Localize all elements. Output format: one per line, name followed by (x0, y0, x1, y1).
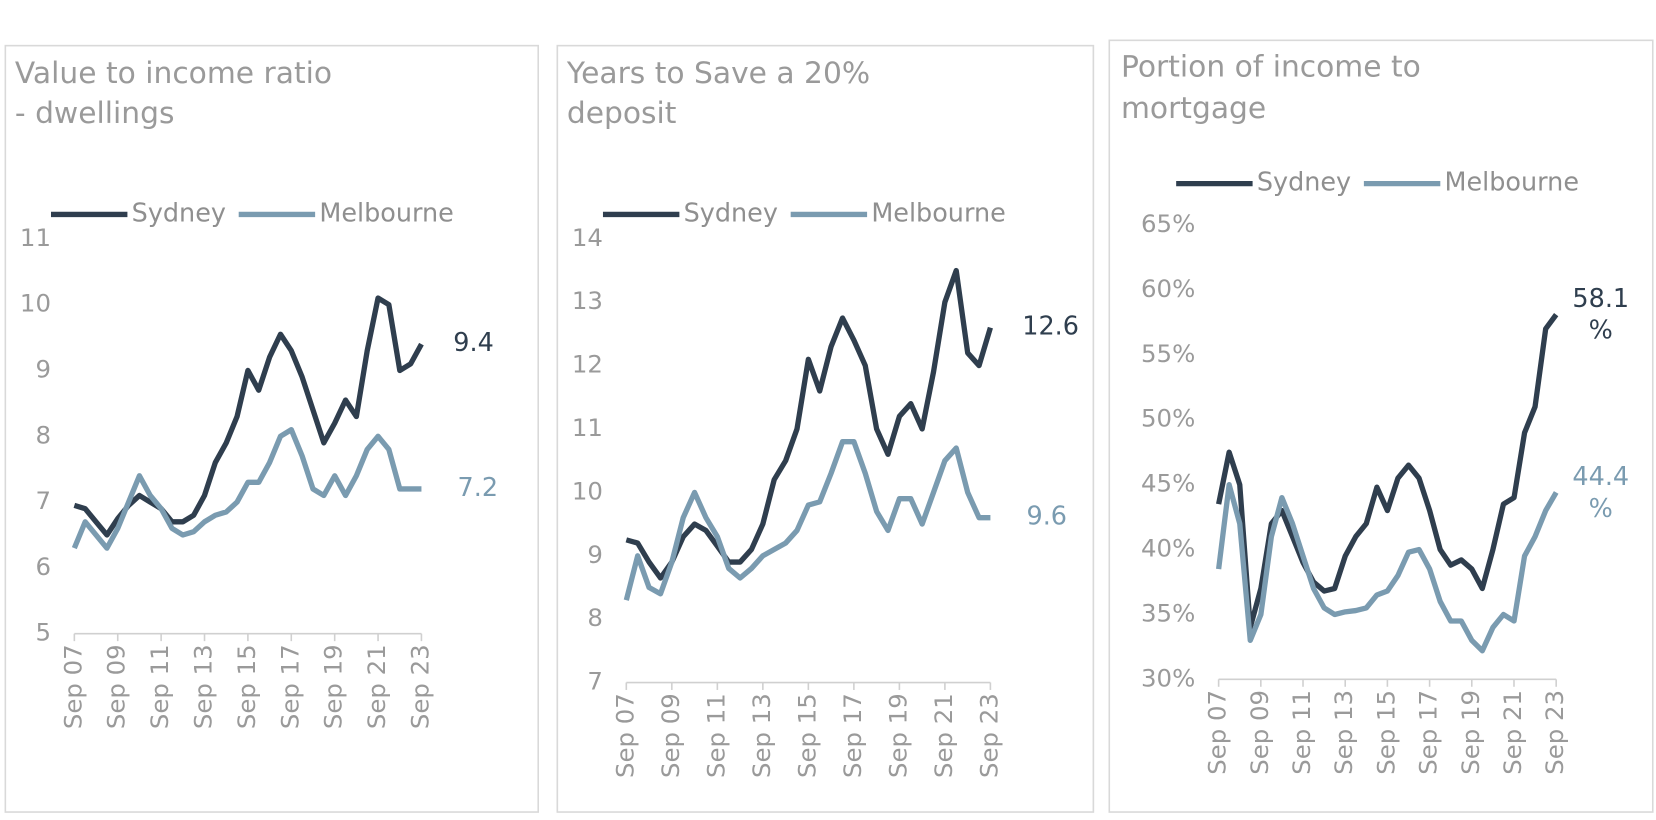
y-tick-label: 13 (572, 286, 603, 315)
series-line (1216, 313, 1559, 631)
legend-label: Sydney (132, 198, 226, 228)
x-tick-label: Sep 17 (838, 693, 867, 778)
x-tick-label: Sep 09 (656, 693, 685, 778)
legend-label: Melbourne (871, 198, 1005, 228)
x-tick-label: Sep 23 (405, 644, 434, 729)
y-tick-label: 5 (35, 618, 51, 647)
y-tick-label: 8 (587, 603, 603, 632)
end-label-box: 44.4 % (1572, 461, 1630, 524)
x-tick-label: Sep 07 (58, 644, 87, 729)
y-tick-label: 11 (20, 223, 51, 252)
chart-title: deposit (567, 96, 677, 131)
chart-title: Years to Save a 20% (566, 56, 870, 91)
series-line (623, 439, 991, 601)
end-label: 58.1 % (1572, 283, 1630, 346)
y-tick-label: 10 (20, 289, 51, 318)
y-tick-label: 45% (1141, 469, 1195, 498)
y-tick-label: 6 (35, 552, 51, 581)
x-tick-label: Sep 23 (1540, 690, 1569, 775)
x-tick-label: Sep 23 (974, 693, 1003, 778)
series-line (71, 427, 422, 551)
x-tick-label: Sep 19 (883, 693, 912, 778)
y-tick-label: 8 (35, 420, 51, 449)
chart-title: - dwellings (15, 96, 175, 131)
legend-label: Melbourne (1445, 168, 1579, 198)
series-line (1215, 482, 1559, 654)
end-label: 12.6 (1022, 312, 1079, 342)
legend-label: Sydney (684, 198, 778, 228)
y-tick-label: 30% (1141, 663, 1195, 692)
y-tick-label: 7 (35, 486, 51, 515)
x-tick-label: Sep 15 (232, 644, 261, 729)
x-tick-label: Sep 09 (102, 644, 131, 729)
series-line (73, 295, 424, 538)
x-tick-label: Sep 09 (1245, 690, 1274, 775)
series-line (625, 267, 993, 581)
chart-title: Portion of income to (1121, 49, 1421, 84)
x-tick-label: Sep 21 (1498, 690, 1527, 775)
x-tick-label: Sep 13 (189, 644, 218, 729)
x-tick-label: Sep 15 (1371, 690, 1400, 775)
legend-label: Sydney (1257, 168, 1351, 198)
x-tick-label: Sep 17 (275, 644, 304, 729)
end-label: 9.4 (453, 328, 494, 358)
y-tick-label: 14 (572, 223, 603, 252)
y-tick-label: 40% (1141, 534, 1195, 563)
x-tick-label: Sep 17 (1414, 690, 1443, 775)
y-tick-label: 9 (35, 354, 51, 383)
legend-label: Melbourne (319, 198, 453, 228)
panel-border (556, 44, 1095, 813)
y-tick-label: 65% (1141, 209, 1195, 238)
x-tick-label: Sep 11 (1287, 690, 1316, 775)
x-tick-label: Sep 15 (792, 693, 821, 778)
y-tick-label: 10 (572, 476, 603, 505)
y-tick-label: 12 (572, 350, 603, 379)
end-label-box: 58.1 % (1572, 283, 1630, 346)
x-tick-label: Sep 07 (1203, 690, 1232, 775)
end-label: 9.6 (1026, 502, 1067, 532)
y-tick-label: 35% (1141, 598, 1195, 627)
y-tick-label: 9 (587, 540, 603, 569)
x-tick-label: Sep 07 (610, 693, 639, 778)
y-tick-label: 7 (587, 667, 603, 696)
y-tick-label: 50% (1141, 404, 1195, 433)
x-tick-label: Sep 19 (319, 644, 348, 729)
x-tick-label: Sep 21 (929, 693, 958, 778)
y-tick-label: 60% (1141, 274, 1195, 303)
x-tick-label: Sep 11 (701, 693, 730, 778)
chart-title: mortgage (1121, 91, 1266, 126)
y-tick-label: 11 (572, 413, 603, 442)
end-label: 7.2 (458, 473, 499, 503)
end-label: 44.4 % (1572, 461, 1630, 524)
x-tick-label: Sep 13 (747, 693, 776, 778)
x-tick-label: Sep 13 (1329, 690, 1358, 775)
chart-title: Value to income ratio (15, 56, 332, 91)
x-tick-label: Sep 19 (1456, 690, 1485, 775)
x-tick-label: Sep 11 (145, 644, 174, 729)
x-tick-label: Sep 21 (362, 644, 391, 729)
panel-border (4, 44, 540, 813)
y-tick-label: 55% (1141, 339, 1195, 368)
panel-border (1108, 39, 1654, 813)
